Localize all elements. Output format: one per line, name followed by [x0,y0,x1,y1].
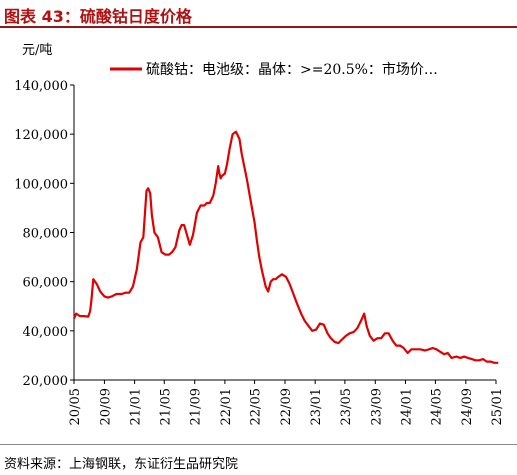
y-tick-label: 60,000 [23,276,69,291]
x-tick-label: 21/09 [189,388,204,425]
x-tick-label: 21/05 [158,388,173,425]
source-bar: 资料来源：上海钢联，东证衍生品研究院 [0,444,517,475]
legend: 硫酸钴：电池级：晶体：>=20.5%：市场价… [110,61,438,78]
y-tick-label: 100,000 [14,177,68,192]
y-tick-label: 80,000 [23,227,69,242]
x-tick-label: 22/01 [219,388,234,425]
x-tick-label: 21/01 [129,388,144,425]
x-tick-label: 23/01 [309,388,324,425]
legend-label: 硫酸钴：电池级：晶体：>=20.5%：市场价… [146,61,438,78]
y-tick-label: 40,000 [23,325,69,340]
x-tick-label: 22/05 [249,388,264,425]
x-tick-label: 23/09 [369,388,384,425]
x-tick-label: 24/05 [429,388,444,425]
source-note: 资料来源：上海钢联，东证衍生品研究院 [4,457,239,472]
figure-title: 图表 43：硫酸钴日度价格 [4,7,192,26]
x-tick-label: 24/09 [460,388,475,425]
x-tick-label: 25/01 [490,388,505,425]
plot-area [72,130,499,364]
y-axis: 20,000 40,000 60,000 80,000 100,000 120,000 14… [14,79,75,389]
x-tick-label: 23/05 [339,388,354,425]
line-chart: 元/吨 硫酸钴：电池级：晶体：>=20.5%：市场价… 20,000 40,000… [14,43,505,425]
y-axis-unit: 元/吨 [22,43,52,58]
x-tick-label: 20/05 [68,388,83,425]
y-tick-label: 20,000 [23,374,69,389]
x-tick-label: 22/09 [279,388,294,425]
x-axis: 20/05 20/09 21/01 21/05 21/09 22/01 22/05 22/09… [68,379,505,425]
x-tick-label: 24/01 [399,388,414,425]
y-tick-label: 140,000 [14,79,68,94]
figure-title-bar: 图表 43：硫酸钴日度价格 [0,0,517,28]
x-tick-label: 20/09 [98,388,113,425]
series-line [72,130,499,364]
y-tick-label: 120,000 [14,128,68,143]
